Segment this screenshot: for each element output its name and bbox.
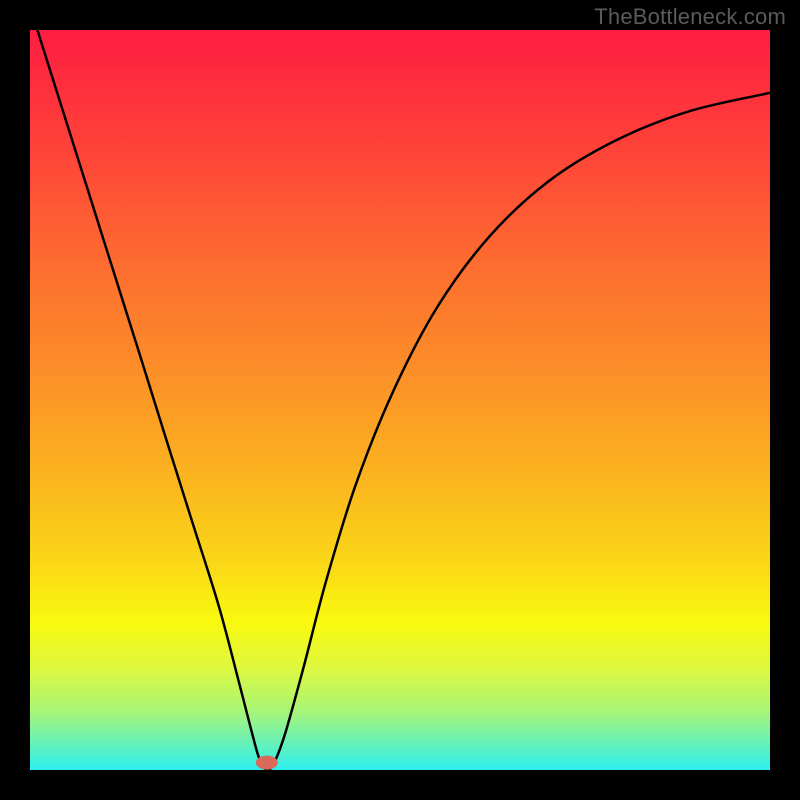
- chart-background: [30, 30, 770, 770]
- minimum-marker: [256, 756, 278, 770]
- watermark-label: TheBottleneck.com: [594, 4, 786, 30]
- bottleneck-chart: TheBottleneck.com: [0, 0, 800, 800]
- chart-svg: [0, 0, 800, 800]
